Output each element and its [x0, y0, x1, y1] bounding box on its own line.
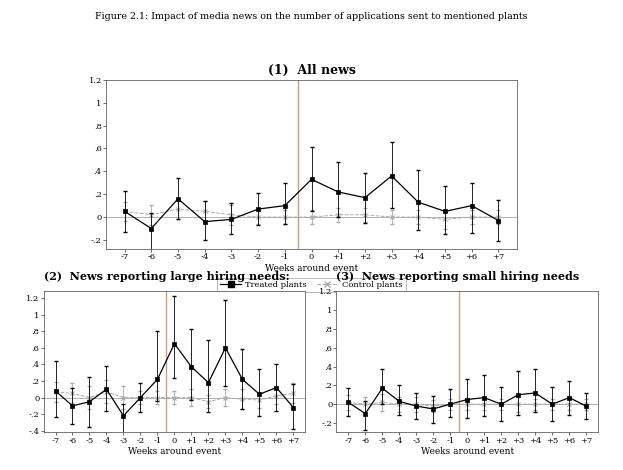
Text: Figure 2.1: Impact of media news on the number of applications sent to mentioned: Figure 2.1: Impact of media news on the … — [95, 12, 528, 21]
X-axis label: Weeks around event: Weeks around event — [421, 447, 514, 456]
Text: (3)  News reporting small hiring needs: (3) News reporting small hiring needs — [336, 271, 579, 282]
X-axis label: Weeks around event: Weeks around event — [128, 447, 221, 456]
Title: (1)  All news: (1) All news — [267, 64, 356, 78]
X-axis label: Weeks around event: Weeks around event — [265, 264, 358, 273]
Legend: Treated plants, Control plants: Treated plants, Control plants — [217, 278, 406, 292]
Text: (2)  News reporting large hiring needs:: (2) News reporting large hiring needs: — [44, 271, 289, 282]
